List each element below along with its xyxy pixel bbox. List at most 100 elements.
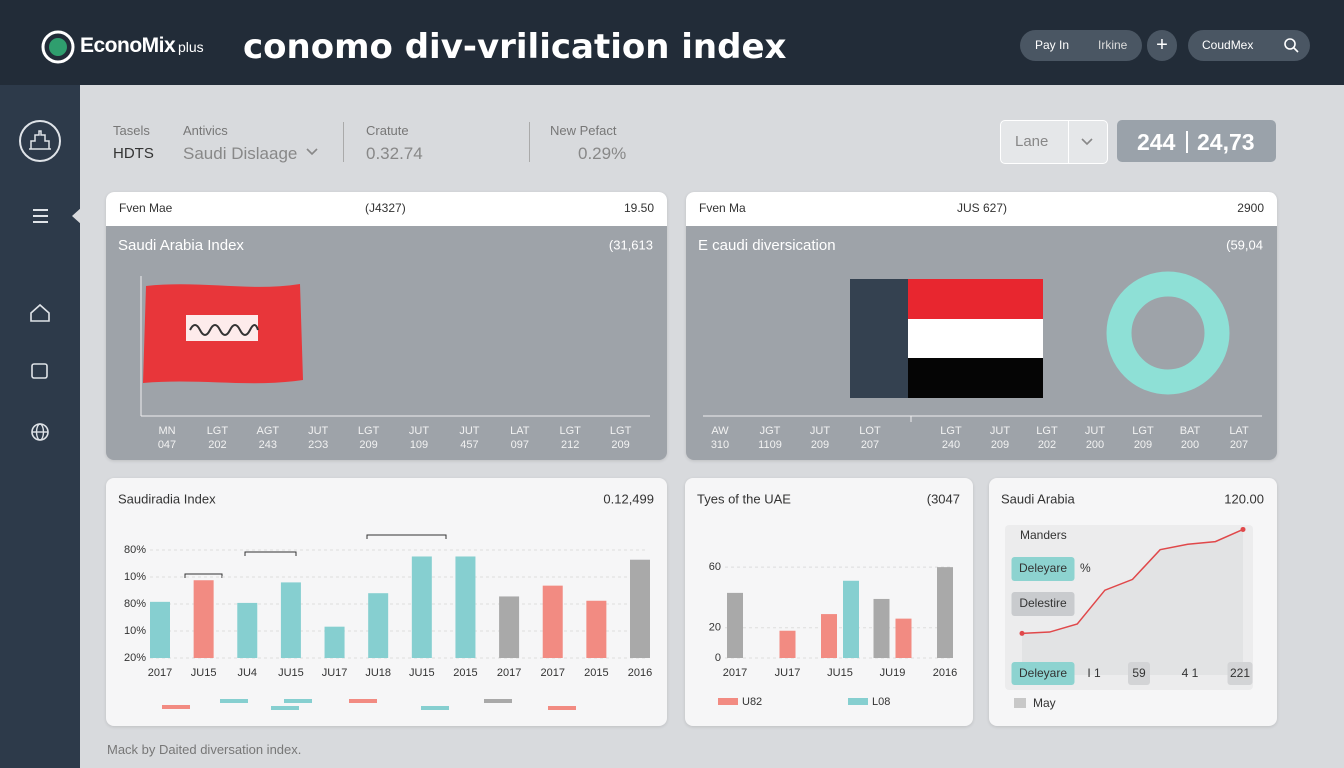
axis-label: 243 — [259, 439, 277, 451]
filter-label: New Pefact — [550, 123, 617, 138]
divider — [529, 122, 530, 162]
axis-label: 202 — [1038, 439, 1056, 451]
y-tick-label: 20% — [124, 652, 146, 664]
x-tick-label: 2015 — [584, 667, 608, 679]
x-tick-label: JU15 — [191, 667, 217, 679]
axis-label: AW — [711, 425, 729, 437]
legend-swatch — [1014, 698, 1026, 708]
logo-text: EconoMix — [80, 34, 176, 57]
chart-subtitle: 120.00 — [1224, 491, 1264, 506]
axis-label: 207 — [861, 439, 879, 451]
axis-label: LGT — [559, 425, 581, 437]
axis-label: LGT — [1132, 425, 1154, 437]
panel-value: (31,613 — [609, 237, 653, 252]
axis-label: 457 — [460, 439, 478, 451]
panel-header-text: Fven Ma — [699, 201, 746, 215]
panel-header-text: (J4327) — [365, 201, 406, 215]
flag-stripe — [908, 358, 1043, 398]
x-tick-label: JU18 — [365, 667, 391, 679]
filter-label: Cratute — [366, 123, 409, 138]
chart-title: Saudiradia Index — [118, 491, 216, 506]
bar — [237, 602, 258, 658]
legend-swatches — [162, 699, 576, 710]
x-tick-label: 2016 — [933, 667, 957, 679]
cell-text: 4 1 — [1182, 666, 1199, 680]
bar — [727, 592, 743, 658]
bar — [779, 630, 796, 658]
pill-option[interactable]: Pay In — [1035, 38, 1070, 52]
y-tick-label: 10% — [124, 625, 146, 637]
axis-label: LGT — [1036, 425, 1058, 437]
filter-value[interactable]: HDTS — [113, 145, 154, 162]
divider — [1068, 121, 1069, 163]
axis-label: LOT — [859, 425, 881, 437]
divider — [343, 122, 344, 162]
flag-stripe — [908, 279, 1043, 319]
pill[interactable] — [1011, 557, 1075, 581]
cell-text: 221 — [1230, 666, 1250, 680]
bar — [150, 601, 170, 658]
axis-label: LAT — [1229, 425, 1249, 437]
dropdown-text[interactable]: Lane — [1015, 133, 1049, 150]
flag-stripe — [908, 319, 1043, 358]
axis-label: 2Ɔ3 — [308, 439, 328, 451]
annotation: Manders — [1020, 528, 1067, 542]
axis-label: LGT — [358, 425, 380, 437]
y-tick-label: 80% — [124, 598, 146, 610]
cell-text: I 1 — [1087, 666, 1101, 680]
bar — [821, 614, 837, 658]
legend-label: L08 — [872, 696, 890, 708]
axis-label: 240 — [942, 439, 960, 451]
x-tick-label: JU19 — [880, 667, 906, 679]
search-text: CoudMex — [1202, 38, 1254, 52]
bar — [368, 593, 389, 658]
legend-label: U82 — [742, 696, 762, 708]
line — [1021, 528, 1244, 635]
pill[interactable] — [1011, 592, 1075, 616]
axis-label: JGT — [760, 425, 781, 437]
line-marker — [1240, 526, 1246, 532]
filter-value[interactable]: Saudi Dislaage — [183, 144, 298, 163]
add-button[interactable]: + — [1147, 30, 1177, 61]
chevron[interactable] — [305, 147, 319, 157]
x-tick-label: JU17 — [322, 667, 348, 679]
cell — [1011, 662, 1075, 685]
pill-option[interactable]: Irkine — [1098, 38, 1128, 52]
axis-label: 200 — [1086, 439, 1104, 451]
search-box[interactable] — [1188, 30, 1310, 61]
filter-value: 0.29% — [578, 144, 627, 163]
axis-label: 209 — [1134, 439, 1152, 451]
bar — [542, 585, 563, 658]
chart-title: Tyes of the UAE — [697, 491, 791, 506]
x-tick-label: JU15 — [827, 667, 853, 679]
chart-subtitle: 0.12,499 — [603, 491, 654, 506]
x-tick-label: 2017 — [540, 667, 564, 679]
panel-header-text: JUS 627) — [957, 201, 1007, 215]
legend-label: May — [1033, 696, 1056, 710]
sidebar-icons[interactable] — [0, 85, 82, 485]
pill-group[interactable] — [1020, 30, 1142, 61]
cell — [1128, 662, 1150, 685]
axis-label: 209 — [611, 439, 629, 451]
legend-swatch — [848, 698, 868, 705]
search-icon[interactable] — [1283, 37, 1299, 53]
axis-label: LGT — [207, 425, 229, 437]
bar — [873, 598, 890, 658]
axis-label: 209 — [991, 439, 1009, 451]
y-tick-label: 20 — [709, 622, 721, 634]
chevron[interactable] — [1080, 137, 1094, 147]
y-tick-label: 10% — [124, 571, 146, 583]
bar — [895, 618, 912, 658]
flag — [850, 279, 908, 398]
axis-label: LAT — [510, 425, 530, 437]
axis-label: JUT — [459, 425, 479, 437]
x-tick-label: JU15 — [409, 667, 435, 679]
annotation: Delestire — [1019, 596, 1067, 610]
kpi-value: 244 — [1137, 129, 1176, 155]
cell-text: Deleyare — [1019, 666, 1067, 680]
filter-label: Tasels — [113, 123, 150, 138]
bar — [411, 556, 432, 658]
axis-label: 047 — [158, 439, 176, 451]
axis-label: LGT — [610, 425, 632, 437]
